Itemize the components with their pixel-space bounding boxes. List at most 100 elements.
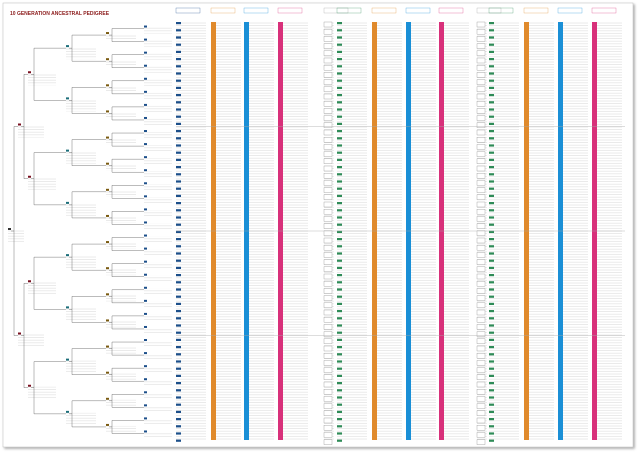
box <box>323 187 333 193</box>
marker <box>337 180 342 183</box>
marker <box>176 158 181 161</box>
name-marker <box>144 116 147 119</box>
name-lines <box>144 27 172 34</box>
marker <box>176 346 181 349</box>
marker <box>489 274 494 277</box>
marker <box>337 29 342 32</box>
connector <box>109 106 144 121</box>
marker <box>489 295 494 298</box>
marker <box>176 115 181 118</box>
box <box>476 252 486 258</box>
connector <box>69 191 106 219</box>
name-lines <box>106 373 136 380</box>
column-header <box>488 7 514 14</box>
box <box>323 317 333 323</box>
box <box>323 374 333 380</box>
name-lines <box>106 321 136 328</box>
name-marker <box>144 404 147 407</box>
marker <box>337 338 342 341</box>
box <box>476 29 486 35</box>
box <box>476 389 486 395</box>
marker <box>337 209 342 212</box>
name-lines <box>144 432 172 439</box>
marker <box>489 353 494 356</box>
connector <box>69 400 106 428</box>
box <box>323 29 333 35</box>
name-marker <box>66 201 69 204</box>
connector <box>109 315 144 330</box>
marker <box>489 338 494 341</box>
box <box>323 396 333 402</box>
connector <box>109 158 144 173</box>
name-marker <box>66 149 69 152</box>
marker <box>176 22 181 25</box>
marker <box>337 137 342 140</box>
marker <box>489 396 494 399</box>
marker <box>176 367 181 370</box>
box <box>476 187 486 193</box>
box <box>323 389 333 395</box>
box <box>476 194 486 200</box>
marker <box>489 259 494 262</box>
name-marker <box>66 254 69 257</box>
name-marker <box>66 45 69 48</box>
name-marker <box>144 312 147 315</box>
name-marker <box>8 228 11 230</box>
box <box>476 273 486 280</box>
box <box>323 93 333 100</box>
column-header <box>371 7 397 14</box>
box <box>323 252 333 258</box>
name-lines <box>106 112 136 119</box>
column-header <box>243 7 269 14</box>
box <box>323 72 333 78</box>
marker <box>176 101 181 104</box>
box <box>323 115 333 121</box>
box <box>323 194 333 200</box>
marker <box>337 122 342 125</box>
marker <box>489 281 494 284</box>
name-lines <box>66 308 96 321</box>
name-marker <box>144 195 147 198</box>
marker <box>489 94 494 97</box>
box <box>476 381 486 388</box>
marker <box>176 389 181 392</box>
marker <box>337 252 342 255</box>
name-lines <box>144 354 172 361</box>
box <box>476 432 486 438</box>
connector <box>21 283 28 388</box>
box <box>323 223 333 229</box>
box <box>323 381 333 388</box>
marker <box>176 223 181 226</box>
column-header <box>175 7 201 14</box>
marker <box>176 122 181 125</box>
name-marker <box>144 64 147 67</box>
name-marker <box>144 325 147 328</box>
connector <box>69 296 106 323</box>
name-marker <box>144 143 147 146</box>
marker <box>489 130 494 133</box>
marker <box>176 288 181 291</box>
box <box>476 324 486 330</box>
box <box>476 367 486 373</box>
marker <box>337 65 342 68</box>
marker <box>176 324 181 327</box>
box <box>476 50 486 56</box>
name-marker <box>106 188 109 191</box>
name-lines <box>144 327 172 334</box>
marker <box>337 79 342 82</box>
box <box>476 317 486 323</box>
marker <box>489 144 494 147</box>
name-marker <box>18 123 21 126</box>
name-marker <box>144 430 147 433</box>
marker <box>176 418 181 421</box>
box <box>476 216 486 222</box>
marker <box>337 50 342 53</box>
box <box>323 309 333 316</box>
box <box>323 144 333 150</box>
box <box>476 158 486 164</box>
marker <box>489 122 494 125</box>
connector <box>109 263 144 277</box>
name-marker <box>106 319 109 322</box>
marker <box>337 432 342 435</box>
marker <box>337 382 342 385</box>
